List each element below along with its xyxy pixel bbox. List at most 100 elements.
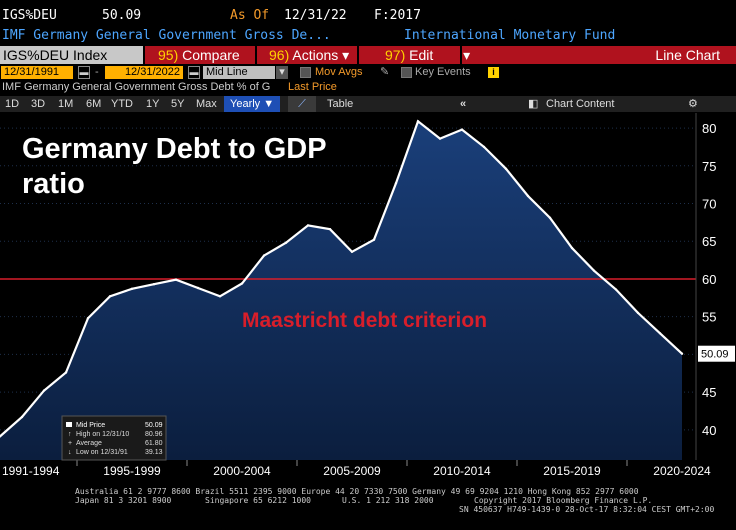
y-tick-label: 55: [702, 310, 716, 325]
start-date-input[interactable]: 12/31/1991: [1, 66, 73, 79]
mov-avgs-checkbox[interactable]: [300, 67, 311, 78]
data-point-2015: [526, 194, 530, 198]
line-chart-icon[interactable]: ⟋: [288, 96, 316, 112]
mid-price-swatch: [66, 422, 72, 427]
data-point-1995: [86, 316, 90, 320]
collapse-icon[interactable]: «: [460, 98, 467, 110]
line-mode-dropdown-icon[interactable]: ▾: [276, 66, 288, 79]
start-calendar-icon[interactable]: ▬: [78, 66, 90, 79]
frequency-code: F:2017: [374, 8, 421, 23]
low-value: 39.13: [145, 449, 163, 456]
footer-phones-us: U.S. 1 212 318 2000: [342, 496, 434, 505]
actions-menu[interactable]: 96) Actions ▾: [269, 46, 349, 64]
chart-title-line2: ratio: [22, 168, 85, 200]
key-events-checkbox[interactable]: [401, 67, 412, 78]
reference-line-label: Maastricht debt criterion: [242, 309, 487, 332]
pencil-icon[interactable]: ✎: [380, 66, 390, 78]
data-point-2005: [306, 224, 310, 227]
y-tick-label: 60: [702, 272, 716, 287]
data-point-2013: [482, 145, 486, 149]
table-button[interactable]: Table: [327, 98, 354, 110]
edit-label: Edit: [409, 47, 434, 63]
period-1y[interactable]: 1Y: [146, 98, 160, 110]
date-controls: 12/31/1991 ▬ - 12/31/2022 ▬ Mid Line ▾ M…: [0, 65, 736, 81]
edit-dropdown-icon: ▾: [463, 47, 471, 63]
period-1m[interactable]: 1M: [58, 98, 74, 110]
x-tick-label: 2010-2014: [433, 464, 491, 478]
high-value: 80.96: [145, 431, 163, 438]
x-axis-ticks: 1991-1994 1995-1999 2000-2004 2005-2009 2010…: [2, 460, 711, 478]
data-point-2020: [636, 311, 640, 315]
period-max[interactable]: Max: [196, 98, 217, 110]
info-icon[interactable]: i: [488, 67, 499, 78]
function-toolbar: IGS%DEU Index 95) Compare 96) Actions ▾ …: [0, 46, 736, 64]
data-point-1996: [108, 295, 112, 298]
actions-label: Actions: [292, 47, 339, 63]
data-point-2000: [196, 286, 200, 290]
last-value: 50.09: [102, 8, 142, 23]
data-point-2010: [416, 120, 420, 123]
mov-avgs-label: Mov Avgs: [315, 66, 363, 78]
compare-menu[interactable]: 95) Compare: [158, 46, 240, 64]
date-separator: -: [95, 66, 99, 78]
data-point-2009: [394, 181, 398, 185]
data-point-2018: [592, 269, 596, 272]
as-of-date: 12/31/22: [284, 8, 347, 23]
footer-session-id: SN 450637 H749-1439-0 28-Oct-17 8:32:04 …: [459, 505, 715, 514]
period-6m[interactable]: 6M: [86, 98, 102, 110]
data-point-2012: [460, 128, 464, 131]
period-ytd[interactable]: YTD: [111, 98, 133, 110]
actions-number: 96): [269, 47, 290, 63]
chart-area: 404550556065707580 1991-19941995-1999200…: [0, 113, 736, 485]
chart-title: Germany Debt to GDP: [22, 133, 327, 165]
edit-menu[interactable]: 97) Edit ▾: [385, 46, 470, 64]
data-point-1993: [42, 389, 46, 392]
average-marker-icon: +: [68, 440, 72, 447]
data-point-2022: [680, 352, 684, 355]
data-point-2016: [548, 216, 552, 220]
x-tick-label: 1991-1994: [2, 464, 60, 478]
data-point-1992: [20, 415, 24, 419]
frequency-label: Yearly: [230, 98, 261, 110]
chart-type-label[interactable]: Line Chart: [655, 47, 720, 63]
security-description-row: IMF Germany General Government Gross De.…: [2, 28, 736, 44]
frequency-select[interactable]: Yearly ▼: [224, 96, 281, 112]
chart-content-button[interactable]: Chart Content: [546, 98, 615, 110]
mid-price-label: Mid Price: [76, 422, 105, 429]
y-tick-label: 75: [702, 159, 716, 174]
y-tick-label: 45: [702, 385, 716, 400]
data-point-1991: [0, 435, 2, 438]
low-marker-icon: ↓: [68, 449, 72, 456]
price-field-label: Last Price: [288, 81, 337, 93]
data-point-2008: [372, 238, 376, 241]
security-header: IGS%DEU 50.09 As Of 12/31/22 F:2017: [2, 8, 736, 26]
period-1d[interactable]: 1D: [5, 98, 20, 110]
mid-price-value: 50.09: [145, 422, 163, 429]
chart-content-icon: ◧: [528, 98, 539, 110]
frequency-dropdown-icon: ▼: [263, 98, 275, 110]
last-value-box: [698, 345, 735, 362]
debt-line: [0, 119, 683, 438]
x-tick-label: 2000-2004: [213, 464, 271, 478]
line-mode-select[interactable]: Mid Line: [203, 66, 275, 79]
stats-box-bg: [61, 415, 167, 461]
settings-gear-icon[interactable]: ⚙: [688, 98, 698, 110]
data-point-2021: [658, 332, 662, 335]
edit-number: 97): [385, 47, 406, 63]
actions-dropdown-icon: ▾: [342, 47, 350, 63]
data-point-2019: [614, 288, 618, 291]
period-5y[interactable]: 5Y: [171, 98, 185, 110]
security-description: IMF Germany General Government Gross De.…: [2, 28, 331, 43]
x-tick-label: 1995-1999: [103, 464, 161, 478]
data-points: [0, 120, 684, 438]
index-field[interactable]: IGS%DEU Index: [0, 46, 143, 64]
compare-number: 95): [158, 47, 179, 63]
average-value: 61.80: [145, 440, 163, 447]
end-calendar-icon[interactable]: ▬: [188, 66, 200, 79]
period-3d[interactable]: 3D: [31, 98, 46, 110]
y-tick-label: 80: [702, 121, 716, 136]
compare-label: Compare: [182, 47, 240, 63]
data-point-2006: [328, 227, 332, 231]
y-tick-label: 70: [702, 197, 716, 212]
end-date-input[interactable]: 12/31/2022: [105, 66, 183, 79]
